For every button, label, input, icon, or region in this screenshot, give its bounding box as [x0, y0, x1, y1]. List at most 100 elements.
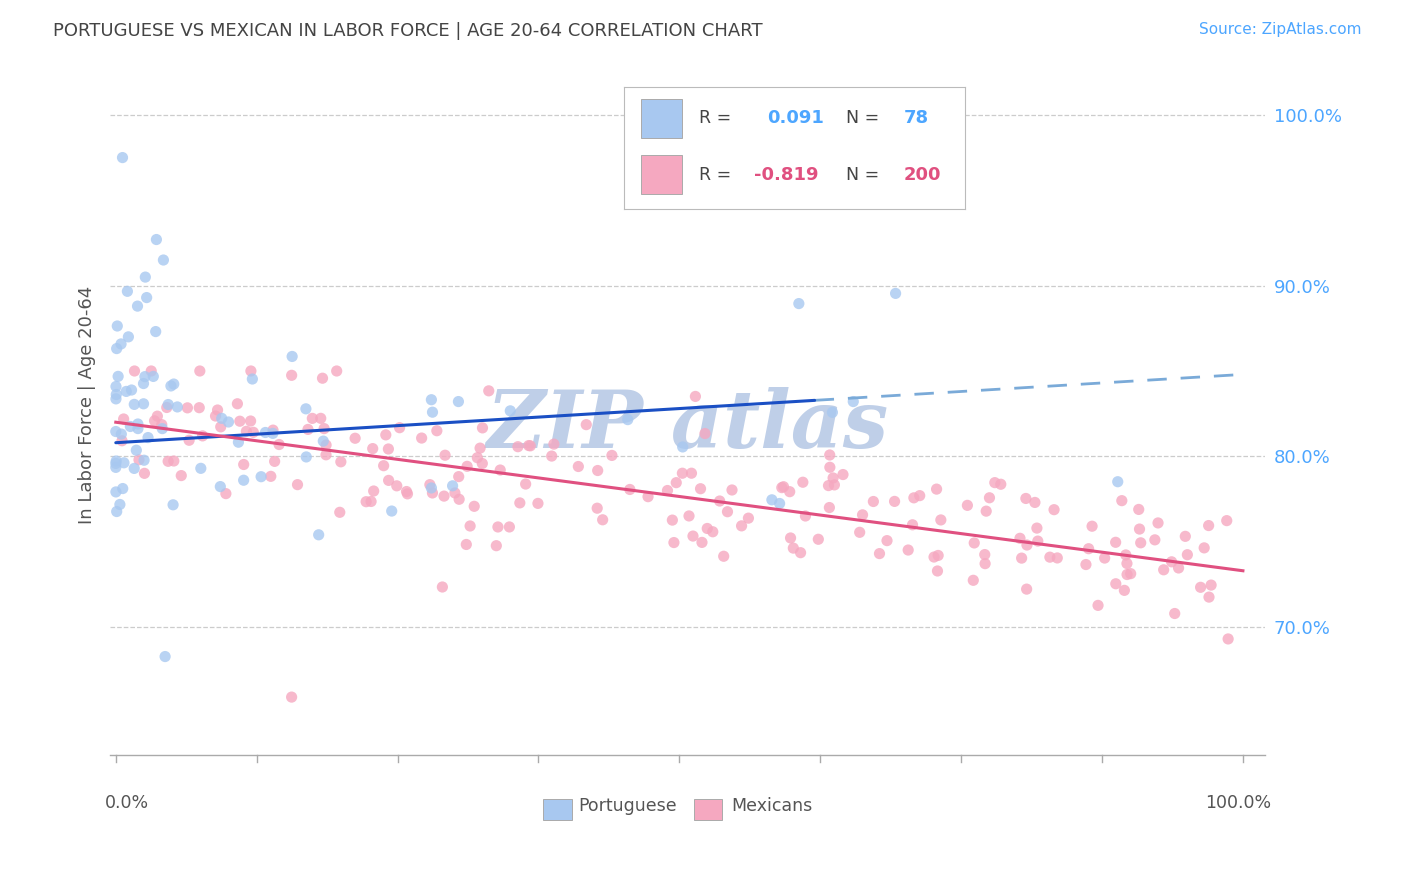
Point: [543, 437, 565, 451]
Point: [693, 426, 716, 441]
Point: [110, 337, 132, 351]
Point: [127, 421, 149, 435]
Point: [927, 549, 949, 563]
Point: [104, 457, 127, 471]
Point: [974, 557, 997, 571]
Point: [540, 449, 562, 463]
Point: [761, 492, 783, 507]
Point: [377, 442, 399, 456]
Point: [262, 423, 284, 437]
Point: [188, 401, 211, 415]
Point: [311, 371, 333, 385]
Point: [120, 419, 142, 434]
Point: [779, 531, 801, 545]
Point: [157, 454, 180, 468]
Point: [1087, 599, 1109, 613]
Point: [685, 389, 707, 403]
Point: [239, 364, 262, 378]
Point: [678, 508, 700, 523]
Point: [115, 384, 138, 399]
Point: [922, 549, 945, 564]
Point: [170, 468, 193, 483]
Point: [696, 521, 718, 535]
Point: [979, 491, 1001, 505]
Point: [1192, 541, 1215, 555]
Point: [661, 513, 683, 527]
Point: [260, 469, 283, 483]
Point: [204, 409, 226, 423]
Point: [152, 253, 174, 268]
Point: [713, 549, 735, 564]
Point: [792, 475, 814, 490]
Point: [105, 342, 128, 356]
Point: [1024, 495, 1046, 509]
Point: [662, 535, 685, 549]
Point: [127, 417, 149, 431]
Point: [772, 480, 794, 494]
Point: [984, 475, 1007, 490]
Point: [657, 483, 679, 498]
Point: [176, 401, 198, 415]
Text: Portuguese: Portuguese: [578, 797, 676, 814]
Point: [354, 494, 377, 508]
Point: [832, 467, 855, 482]
Point: [665, 475, 688, 490]
Point: [770, 481, 793, 495]
Point: [782, 541, 804, 555]
Point: [1198, 518, 1220, 533]
Point: [901, 517, 924, 532]
Bar: [693, 799, 723, 821]
Point: [132, 453, 155, 467]
Point: [876, 533, 898, 548]
Point: [897, 543, 920, 558]
Point: [671, 467, 693, 481]
Point: [420, 392, 443, 407]
Point: [1039, 550, 1062, 565]
Point: [153, 649, 176, 664]
Point: [787, 296, 810, 310]
Point: [250, 469, 273, 483]
Point: [344, 431, 367, 445]
Point: [160, 379, 183, 393]
Point: [1175, 548, 1198, 562]
Point: [235, 425, 257, 439]
Point: [191, 429, 214, 443]
Point: [789, 546, 811, 560]
Point: [489, 463, 512, 477]
Point: [721, 483, 744, 497]
Point: [111, 434, 134, 448]
Point: [134, 270, 156, 285]
Point: [135, 291, 157, 305]
Point: [1167, 561, 1189, 575]
Point: [377, 474, 399, 488]
Point: [315, 448, 337, 462]
Point: [281, 350, 304, 364]
Point: [1116, 567, 1139, 582]
Point: [215, 486, 238, 500]
Text: 100.0%: 100.0%: [1205, 794, 1271, 812]
Point: [1116, 557, 1139, 571]
Point: [456, 459, 478, 474]
Point: [124, 397, 146, 411]
Point: [807, 533, 830, 547]
Point: [280, 690, 302, 704]
Point: [517, 439, 540, 453]
Point: [956, 499, 979, 513]
Point: [467, 450, 489, 465]
Point: [471, 457, 494, 471]
Point: [209, 420, 232, 434]
Point: [422, 486, 444, 500]
Text: PORTUGUESE VS MEXICAN IN LABOR FORCE | AGE 20-64 CORRELATION CHART: PORTUGUESE VS MEXICAN IN LABOR FORCE | A…: [53, 22, 763, 40]
Point: [125, 443, 148, 458]
Point: [263, 454, 285, 468]
Point: [883, 494, 905, 508]
Point: [1111, 493, 1133, 508]
Point: [150, 417, 173, 432]
Point: [228, 435, 250, 450]
Point: [232, 458, 254, 472]
Point: [1160, 555, 1182, 569]
Point: [232, 473, 254, 487]
Point: [280, 368, 302, 383]
Text: 0.0%: 0.0%: [104, 794, 149, 812]
Point: [709, 494, 731, 508]
